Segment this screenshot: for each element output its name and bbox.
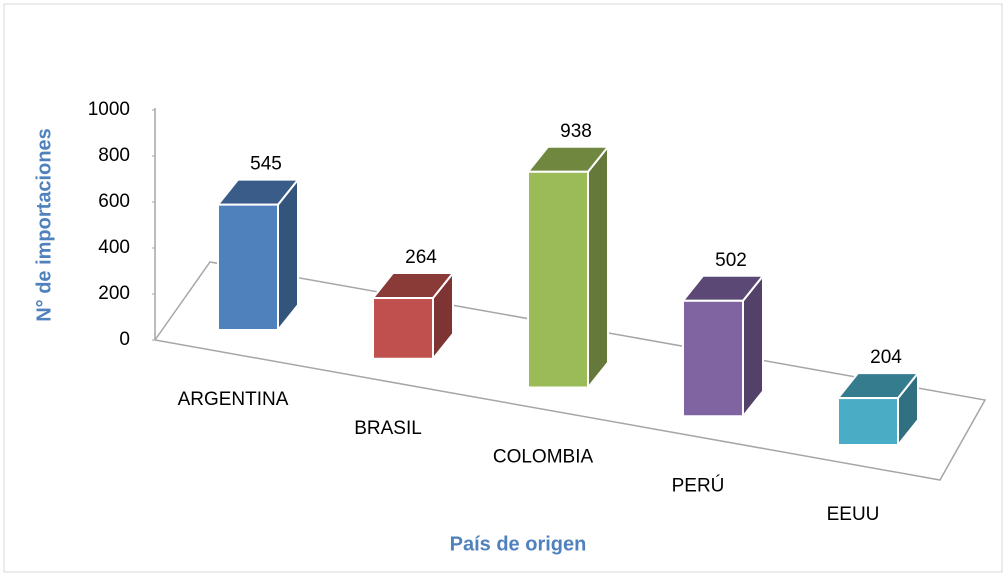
y-tick-label: 200	[98, 283, 130, 304]
y-axis-label: N° de importaciones	[33, 128, 55, 322]
y-tick-label: 800	[98, 145, 130, 166]
y-tick-label: 0	[119, 329, 130, 350]
y-tick-label: 400	[98, 237, 130, 258]
bar	[527, 170, 589, 389]
bar	[372, 297, 434, 360]
y-tick-label: 600	[98, 191, 130, 212]
x-tick-label: COLOMBIA	[493, 447, 594, 468]
data-label: 545	[250, 154, 282, 175]
x-tick-label: PERÚ	[672, 474, 725, 496]
y-tick-label: 1000	[88, 99, 130, 120]
bar	[217, 203, 279, 331]
bar	[837, 397, 899, 446]
x-tick-label: EEUU	[827, 504, 880, 525]
x-axis-label: País de origen	[450, 533, 587, 555]
chart-border	[3, 3, 1003, 573]
x-tick-label: ARGENTINA	[178, 389, 289, 410]
data-label: 204	[870, 347, 902, 368]
floor	[153, 261, 987, 481]
bar-side	[587, 143, 609, 391]
x-tick-label: BRASIL	[354, 418, 422, 439]
bar	[682, 299, 744, 418]
data-label: 502	[715, 250, 747, 271]
data-label: 938	[560, 121, 592, 142]
data-label: 264	[405, 247, 437, 268]
